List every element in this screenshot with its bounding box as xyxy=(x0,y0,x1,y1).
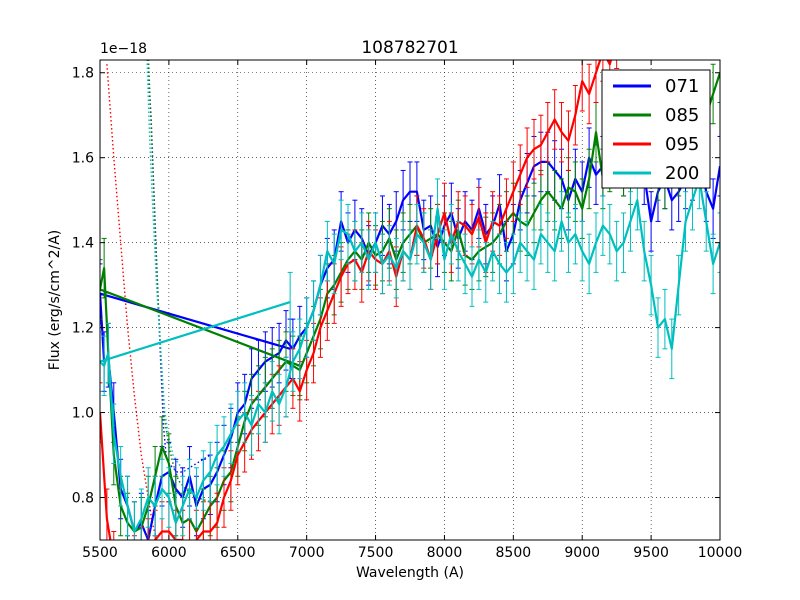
legend-label-095: 095 xyxy=(665,134,699,155)
y-axis-label: Flux (erg/s/cm^2/A) xyxy=(47,230,63,370)
legend-label-085: 085 xyxy=(665,105,699,126)
legend-box xyxy=(601,69,711,189)
dotted-curve-085-dotted xyxy=(147,60,211,503)
x-tick-label: 6000 xyxy=(151,545,187,561)
y-tick-label: 0.8 xyxy=(72,491,94,507)
y-tick-label: 1.8 xyxy=(72,66,94,82)
plot-frame xyxy=(99,59,721,541)
series-line-200 xyxy=(100,177,720,533)
dotted-curve-095-dotted xyxy=(106,64,158,540)
legend-label-200: 200 xyxy=(665,163,699,184)
chart-title: 108782701 xyxy=(361,38,458,58)
y-tick-label: 1.6 xyxy=(72,151,94,167)
x-axis-label: Wavelength (A) xyxy=(356,565,464,581)
x-tick-label: 6500 xyxy=(220,545,256,561)
x-tick-label: 8500 xyxy=(496,545,532,561)
legend-label-071: 071 xyxy=(665,76,699,97)
y-tick-label: 1.2 xyxy=(72,321,94,337)
dotted-curve-200-dotted xyxy=(146,60,186,473)
x-tick-label: 8000 xyxy=(427,545,463,561)
x-tick-label: 7000 xyxy=(289,545,325,561)
tick-layer: 5500 6000 6500 7000 7500 8000 8500 9000 9500 1000… xyxy=(72,60,743,561)
y-tick-label: 1.4 xyxy=(72,236,94,252)
x-tick-label: 9500 xyxy=(633,545,669,561)
x-tick-label: 5500 xyxy=(82,545,118,561)
legend: 071 085 095 200 xyxy=(601,69,711,189)
y-multiplier-label: 1e−18 xyxy=(100,41,147,57)
x-tick-label: 7500 xyxy=(358,545,394,561)
y-tick-label: 1.0 xyxy=(72,406,94,422)
x-tick-label: 10000 xyxy=(698,545,743,561)
x-tick-label: 9000 xyxy=(564,545,600,561)
